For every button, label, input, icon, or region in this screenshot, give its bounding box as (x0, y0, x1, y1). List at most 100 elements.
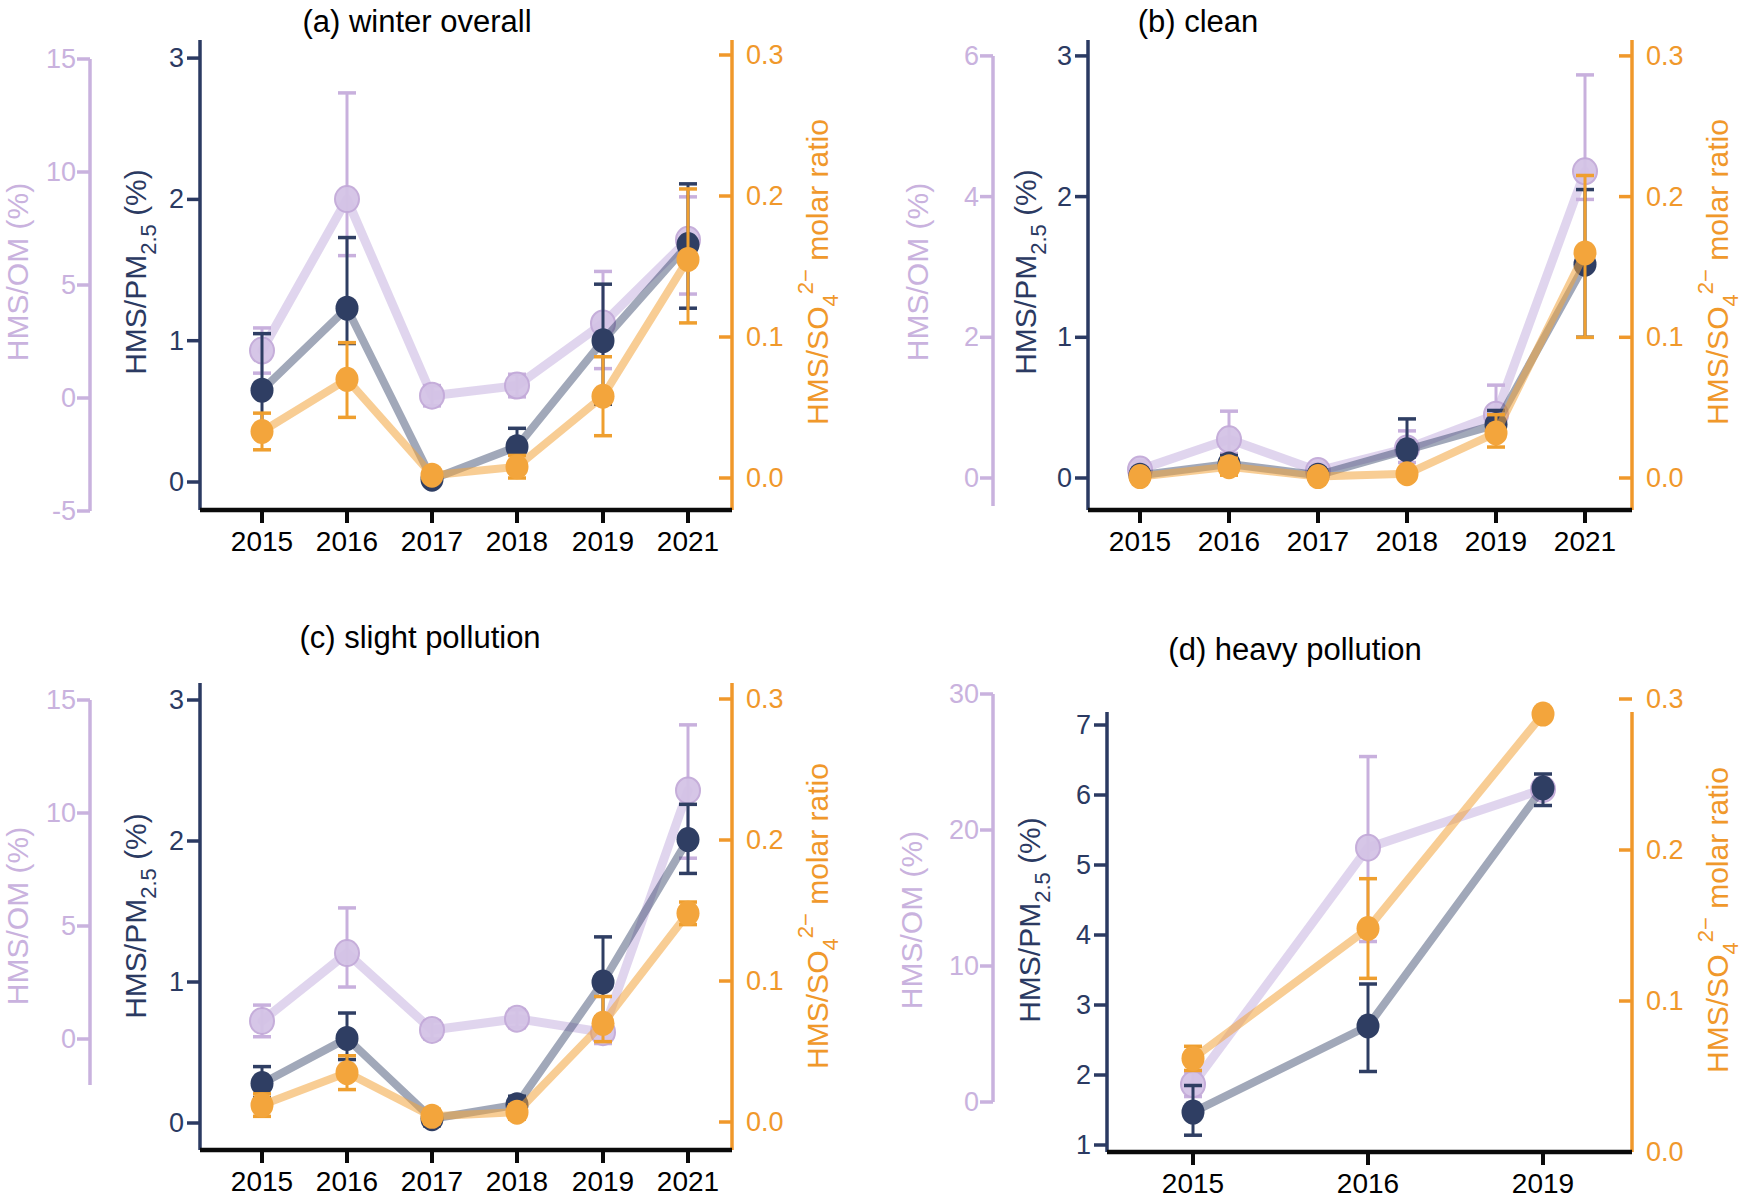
x-tick-label: 2019 (572, 526, 634, 557)
x-axis-d: 201520162019 (1107, 1152, 1632, 1197)
purple-axis-title-a: HMS/OM (%) (1, 183, 34, 361)
navy-tick-label: 3 (1057, 41, 1072, 71)
navy-axis-title-d: HMS/PM2.5 (%) (1013, 817, 1055, 1023)
hms_om-marker-2018 (505, 373, 529, 399)
orange-tick-label: 0.0 (1646, 463, 1684, 493)
navy-y-axis-a: 0123 (169, 40, 200, 510)
orange-tick-label: 0.0 (1646, 1137, 1684, 1167)
hms_so4-marker-2016 (336, 1060, 359, 1085)
navy-axis-title-a: HMS/PM2.5 (%) (119, 169, 161, 375)
purple-tick-label: 0 (61, 1024, 76, 1054)
hms_om-marker-2017 (420, 1017, 444, 1043)
hms_om-marker-2016 (1217, 426, 1241, 452)
x-tick-label: 2015 (1109, 526, 1171, 557)
hms_pm25-marker-2015 (1182, 1100, 1205, 1125)
hms_om-marker-2018 (505, 1006, 529, 1032)
hms_pm25-marker-2019 (592, 970, 615, 995)
purple-tick-label: 30 (949, 679, 979, 709)
figure-canvas: -5051015HMS/OM (%)0123HMS/PM2.5 (%)0.00.… (0, 0, 1750, 1197)
navy-tick-label: 5 (1076, 850, 1091, 880)
hms_pm25-marker-2016 (336, 1026, 359, 1051)
x-tick-label: 2015 (1162, 1168, 1224, 1197)
orange-tick-label: 0.0 (746, 1107, 784, 1137)
panel-d: 0102030HMS/OM (%)1234567HMS/PM2.5 (%)0.0… (895, 679, 1743, 1197)
hms_so4-marker-2021 (677, 247, 700, 272)
hms_so4-marker-2017 (421, 463, 444, 488)
hms_pm25-marker-2021 (677, 827, 700, 852)
panel-c: 051015HMS/OM (%)0123HMS/PM2.5 (%)0.00.10… (1, 683, 843, 1197)
series-hms_pm25-a (251, 184, 700, 492)
navy-y-axis-d: 1234567 (1076, 710, 1107, 1160)
navy-axis-title-c: HMS/PM2.5 (%) (119, 813, 161, 1019)
x-tick-label: 2016 (1337, 1168, 1399, 1197)
hms_so4-marker-2019 (1532, 702, 1555, 727)
orange-tick-label: 0.2 (1646, 835, 1684, 865)
orange-tick-label: 0.0 (746, 463, 784, 493)
hms_om-marker-2016 (335, 940, 359, 966)
hms_pm25-marker-2019 (1532, 776, 1555, 801)
x-tick-label: 2017 (401, 1166, 463, 1197)
purple-tick-label: 20 (949, 815, 979, 845)
panel-b: 0246HMS/OM (%)0123HMS/PM2.5 (%)0.00.10.2… (901, 40, 1743, 557)
hms_pm25-marker-2019 (592, 328, 615, 353)
orange-tick-label: 0.1 (1646, 986, 1684, 1016)
x-tick-label: 2018 (1376, 526, 1438, 557)
navy-tick-label: 0 (169, 1108, 184, 1138)
orange-tick-label: 0.1 (746, 322, 784, 352)
purple-tick-label: 15 (46, 44, 76, 74)
hms_so4-marker-2016 (336, 367, 359, 392)
purple-tick-label: 0 (964, 1087, 979, 1117)
purple-tick-label: 5 (61, 270, 76, 300)
x-tick-label: 2016 (1198, 526, 1260, 557)
series-hms_om-c (250, 725, 700, 1045)
orange-tick-label: 0.2 (746, 825, 784, 855)
hms_om-marker-2016 (335, 186, 359, 212)
navy-tick-label: 2 (1057, 182, 1072, 212)
orange-tick-label: 0.1 (1646, 322, 1684, 352)
hms_so4-marker-2015 (251, 1093, 274, 1118)
hms_om-marker-2017 (420, 383, 444, 409)
hms_so4-marker-2017 (1307, 464, 1330, 489)
hms_so4-marker-2021 (677, 901, 700, 926)
hms_so4-line (262, 259, 688, 475)
x-tick-label: 2021 (1554, 526, 1616, 557)
purple-y-axis-a: -5051015 (46, 44, 90, 526)
x-tick-label: 2019 (1465, 526, 1527, 557)
hms_so4-marker-2018 (506, 454, 529, 479)
hms_so4-marker-2018 (506, 1100, 529, 1125)
x-tick-label: 2017 (401, 526, 463, 557)
purple-y-axis-d: 0102030 (949, 679, 993, 1117)
navy-tick-label: 2 (169, 826, 184, 856)
panel-a-title: (a) winter overall (302, 4, 531, 40)
purple-axis-title-c: HMS/OM (%) (1, 827, 34, 1005)
navy-tick-label: 6 (1076, 780, 1091, 810)
hms_so4-marker-2016 (1357, 916, 1380, 941)
hms_so4-marker-2019 (592, 384, 615, 409)
x-tick-label: 2017 (1287, 526, 1349, 557)
purple-y-axis-b: 0246 (964, 41, 993, 506)
hms_pm25-marker-2018 (1396, 437, 1419, 462)
navy-tick-label: 1 (169, 326, 184, 356)
orange-y-axis-b: 0.00.10.20.3 (1619, 40, 1684, 510)
purple-tick-label: 6 (964, 41, 979, 71)
x-tick-label: 2015 (231, 526, 293, 557)
panel-b-title: (b) clean (1138, 4, 1259, 40)
x-axis-b: 2015 2016 2017 2018 2019 2021 (1088, 510, 1632, 557)
navy-tick-label: 0 (1057, 463, 1072, 493)
purple-tick-label: 10 (46, 157, 76, 187)
navy-tick-label: 3 (1076, 990, 1091, 1020)
hms_pm25-marker-2016 (336, 296, 359, 321)
hms_om-marker-2021 (676, 777, 700, 803)
orange-y-axis-d: 0.00.10.20.3 (1619, 684, 1684, 1167)
x-tick-label: 2015 (231, 1166, 293, 1197)
orange-tick-label: 0.3 (746, 684, 784, 714)
navy-tick-label: 1 (1057, 322, 1072, 352)
orange-axis-title-a: HMS/SO42− molar ratio (793, 119, 843, 425)
panel-c-title: (c) slight pollution (299, 620, 540, 656)
x-tick-label: 2019 (572, 1166, 634, 1197)
hms_so4-marker-2015 (1182, 1046, 1205, 1071)
orange-axis-title-b: HMS/SO42− molar ratio (1693, 119, 1743, 425)
navy-tick-label: 2 (1076, 1060, 1091, 1090)
hms_so4-marker-2017 (421, 1104, 444, 1129)
hms_pm25-marker-2016 (1357, 1014, 1380, 1039)
